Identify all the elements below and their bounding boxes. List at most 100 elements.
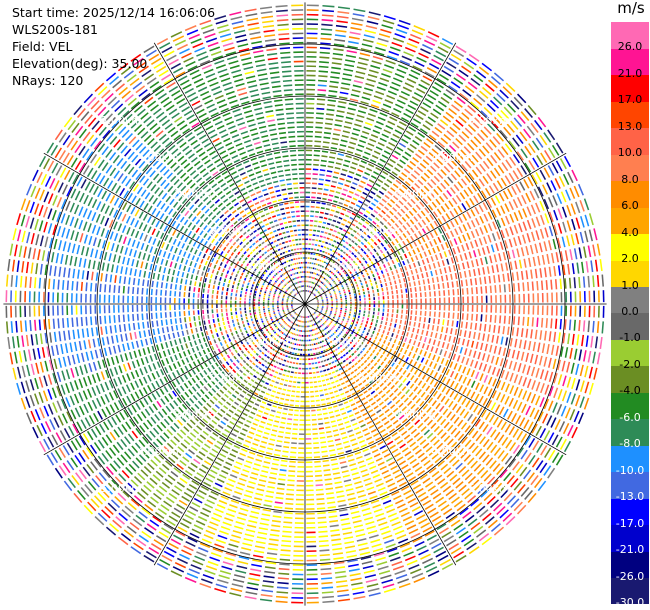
velocity-cell [310,320,312,322]
velocity-cell [342,365,346,369]
velocity-cell [359,301,362,304]
velocity-cell [390,404,396,409]
velocity-cell [466,368,471,376]
velocity-cell [305,438,312,440]
velocity-cell [347,458,355,462]
velocity-cell [155,489,165,497]
velocity-cell [262,508,272,512]
velocity-cell [403,253,408,259]
velocity-cell [269,373,273,377]
velocity-cell [396,534,407,540]
velocity-cell [288,465,296,468]
velocity-cell [505,383,510,393]
velocity-cell [308,362,311,365]
velocity-cell [332,344,336,348]
velocity-cell [534,119,543,131]
velocity-cell [367,386,373,391]
velocity-cell [292,432,298,435]
velocity-cell [327,198,333,202]
velocity-cell [523,305,525,315]
velocity-cell [584,381,590,394]
velocity-cell [240,416,246,421]
velocity-cell [316,337,319,340]
velocity-cell [351,358,355,362]
velocity-cell [559,278,562,290]
velocity-cell [569,409,576,421]
velocity-cell [236,379,241,384]
velocity-cell [232,578,245,583]
velocity-cell [286,323,289,326]
velocity-cell [188,448,195,455]
velocity-cell [532,157,540,168]
velocity-cell [457,263,461,271]
velocity-cell [462,511,472,519]
velocity-cell [539,427,547,439]
velocity-cell [291,352,295,355]
velocity-cell [270,409,276,413]
velocity-cell [393,264,397,269]
velocity-cell [305,219,309,222]
velocity-cell [282,450,289,453]
velocity-cell [499,358,504,367]
velocity-cell [580,216,585,228]
velocity-cell [168,515,179,523]
velocity-cell [211,388,217,393]
velocity-cell [263,396,269,400]
velocity-cell [433,412,439,420]
velocity-cell [377,365,381,370]
velocity-cell [461,164,468,172]
velocity-cell [433,211,438,218]
velocity-cell [217,348,221,353]
velocity-cell [307,252,311,255]
velocity-cell [295,348,298,351]
velocity-cell [383,129,392,134]
velocity-cell [439,119,449,127]
velocity-cell [54,449,63,461]
velocity-cell [414,224,419,231]
velocity-cell [132,518,143,527]
velocity-cell [594,259,599,272]
velocity-cell [226,354,231,359]
velocity-cell [401,216,407,222]
velocity-cell [391,343,395,349]
velocity-cell [87,481,97,491]
velocity-cell [424,359,429,365]
velocity-cell [540,280,544,291]
velocity-cell [338,216,343,220]
velocity-cell [588,366,594,379]
velocity-cell [297,456,305,459]
velocity-cell [216,392,221,398]
velocity-cell [345,338,349,342]
velocity-cell [206,402,212,408]
velocity-cell [373,508,383,513]
velocity-cell [516,401,523,412]
velocity-cell [374,268,378,272]
velocity-cell [372,349,376,354]
velocity-cell [383,340,387,344]
velocity-cell [206,375,212,380]
velocity-cell [528,143,536,154]
velocity-cell [414,419,421,426]
velocity-cell [123,409,129,418]
velocity-cell [317,413,322,416]
velocity-cell [210,490,219,496]
velocity-cell [448,57,460,65]
velocity-cell [499,284,502,293]
velocity-cell [291,596,304,599]
velocity-cell [369,444,377,449]
velocity-cell [218,381,223,387]
velocity-cell [394,435,401,441]
velocity-cell [383,453,391,458]
velocity-cell [334,353,338,357]
velocity-cell [475,166,483,175]
velocity-cell [474,482,483,491]
velocity-cell [288,319,291,322]
velocity-cell [233,355,237,360]
velocity-cell [342,245,346,249]
velocity-cell [513,305,516,314]
velocity-cell [319,432,325,435]
velocity-cell [375,352,380,356]
velocity-cell [319,549,330,552]
velocity-cell [307,325,309,328]
velocity-cell [353,374,357,379]
